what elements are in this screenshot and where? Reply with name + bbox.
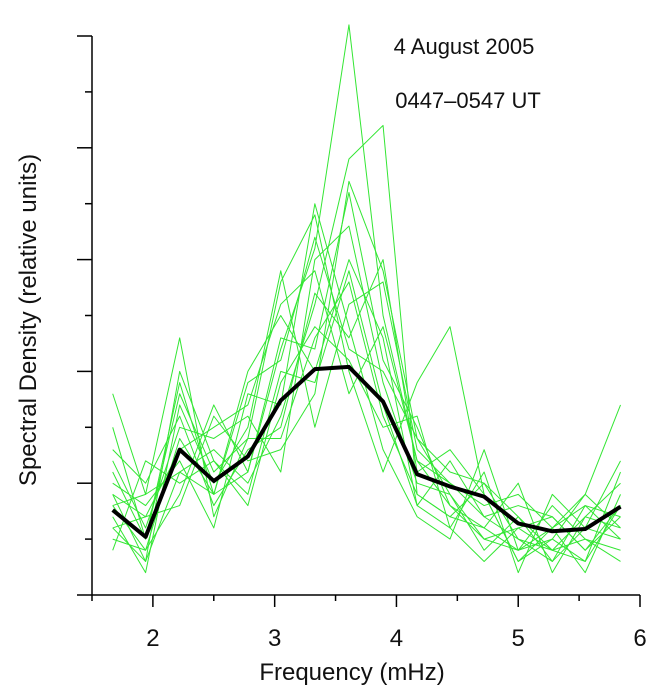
chart-title: 4 August 2005	[394, 34, 535, 59]
x-tick-label: 5	[512, 625, 525, 652]
individual-spectrum-line-2	[112, 124, 621, 562]
individual-spectrum-line-4	[112, 180, 621, 551]
ticks-layer: 2 3 4 5 6	[77, 35, 647, 652]
series-layer	[111, 24, 622, 574]
individual-spectrum-line-12	[112, 270, 621, 562]
x-tick-label: 2	[146, 625, 159, 652]
individual-spectrum-line-5	[112, 259, 621, 551]
x-tick-label: 3	[268, 625, 281, 652]
x-tick-label: 6	[633, 625, 646, 652]
individual-spectrum-line-15	[112, 236, 621, 551]
individual-spectrum-line-14	[112, 281, 621, 562]
mean-spectrum-line	[111, 364, 622, 539]
chart-subtitle: 0447–0547 UT	[395, 88, 541, 113]
individual-spectrum-line-8	[112, 270, 621, 574]
individual-spectrum-line-13	[112, 270, 621, 562]
x-tick-label: 4	[390, 625, 403, 652]
x-axis-label: Frequency (mHz)	[259, 659, 444, 686]
y-axis-label: Spectral Density (relative units)	[15, 154, 42, 486]
individual-spectrum-line-7	[112, 225, 621, 562]
individual-spectrum-line-3	[112, 214, 621, 562]
